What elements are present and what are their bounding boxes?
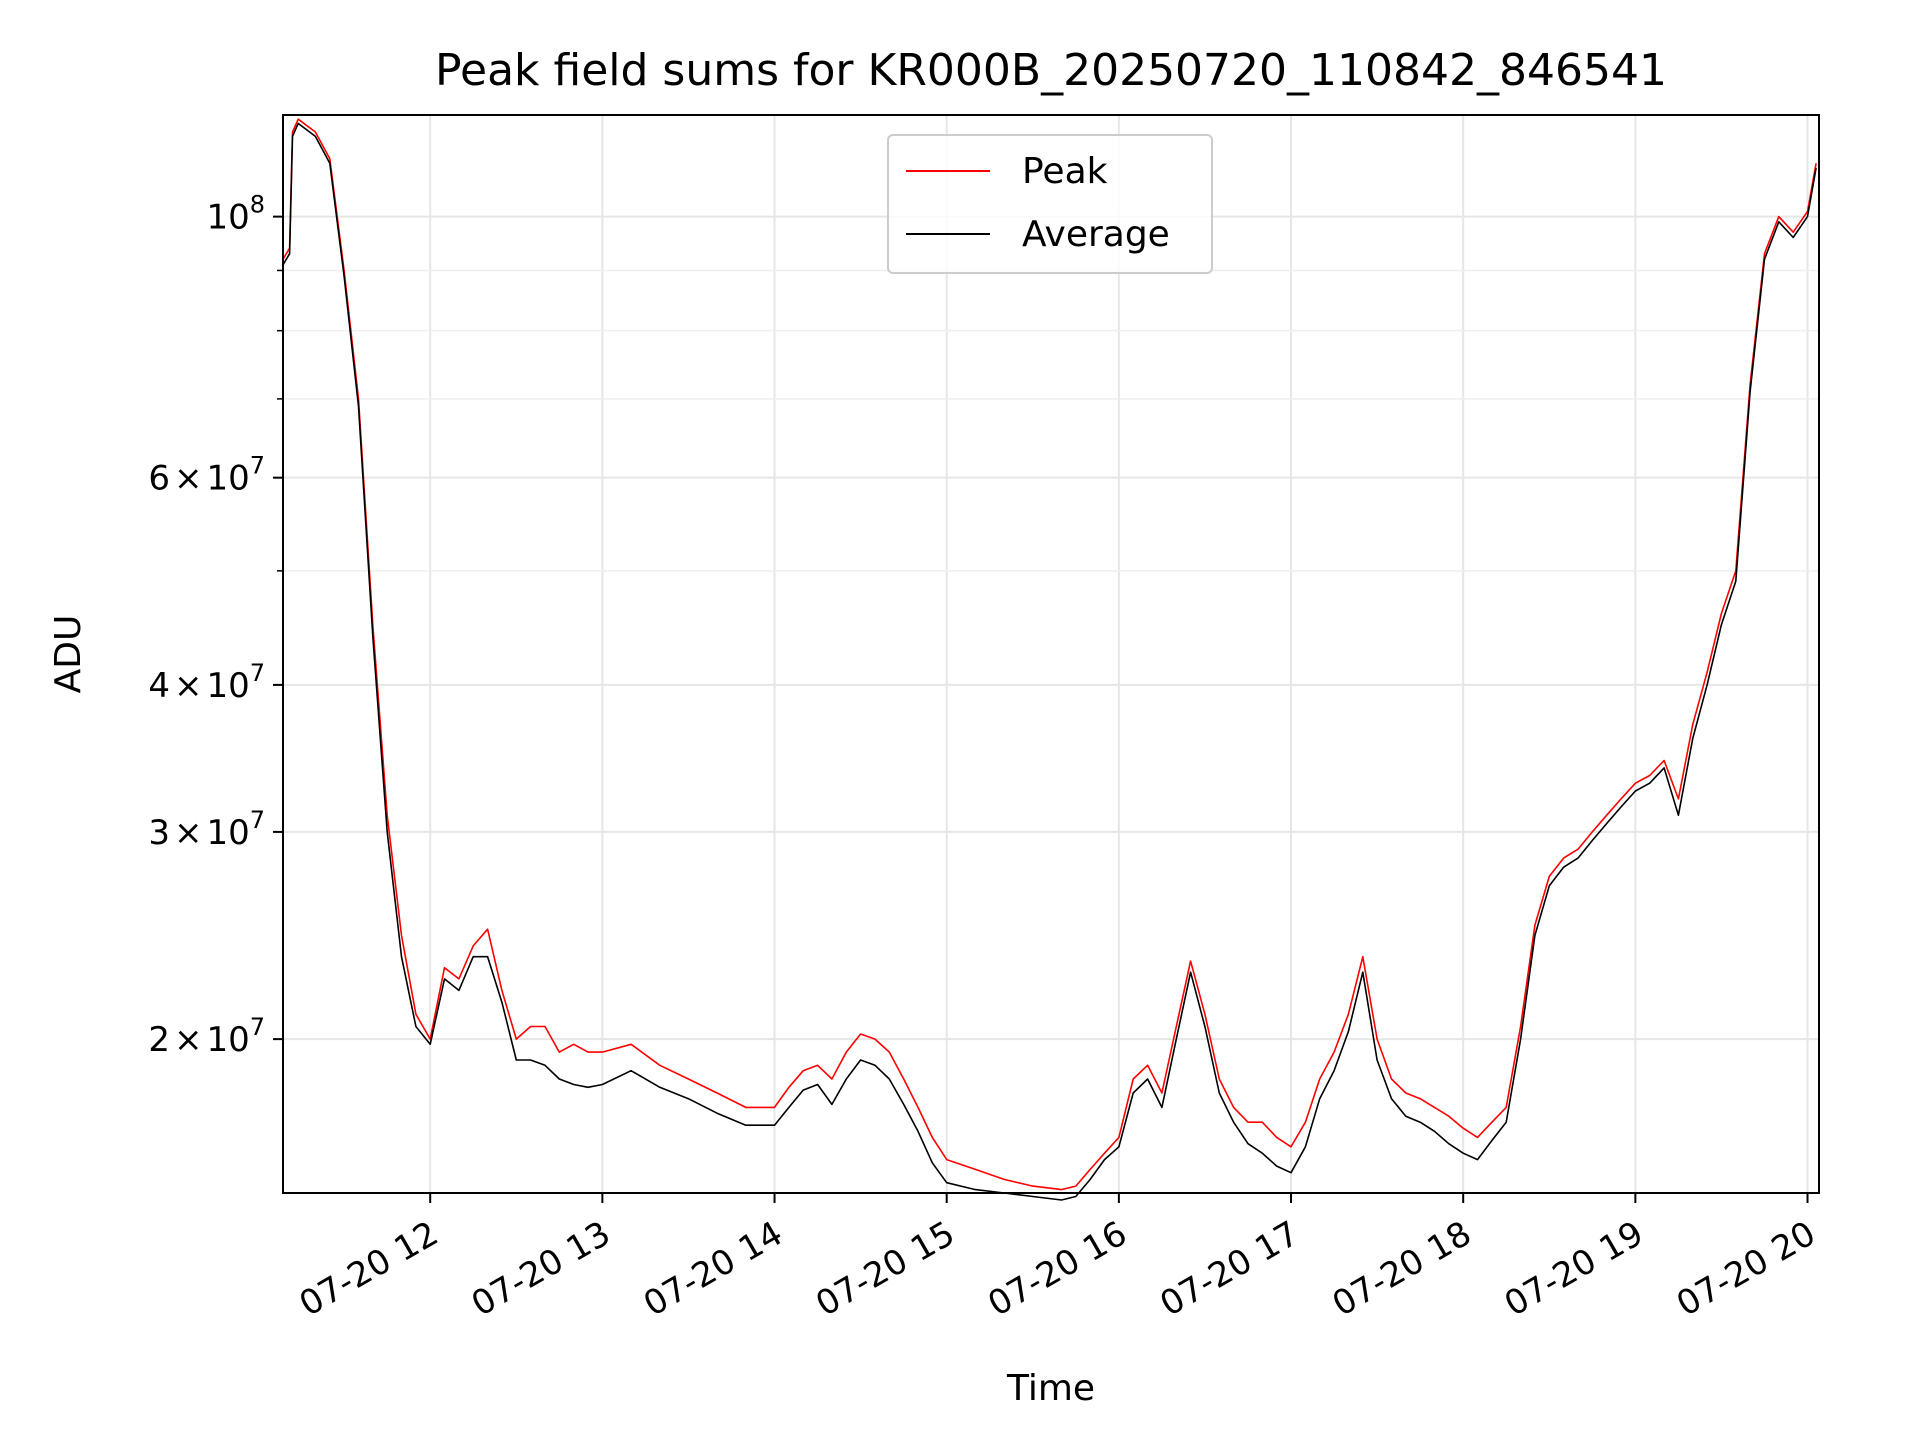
x-axis-label: Time	[1006, 1368, 1095, 1409]
y-tick-exponent: 7	[250, 1013, 265, 1041]
series-line-peak	[282, 118, 1817, 1191]
legend-box	[887, 134, 1213, 274]
series-layer	[282, 118, 1817, 1201]
y-tick-exponent: 7	[250, 452, 265, 480]
y-tick-exponent: 7	[250, 659, 265, 687]
legend: Peak Average	[887, 134, 1213, 274]
plot-frame	[282, 114, 1820, 1194]
y-tick-mantissa: 3	[148, 813, 170, 853]
y-tick-mantissa: 2	[148, 1020, 170, 1060]
series-line-average	[282, 122, 1817, 1201]
y-tick-label: 2 × 107	[148, 1013, 265, 1060]
y-axis-label: ADU	[48, 615, 89, 694]
y-tick-exponent: 7	[250, 806, 265, 834]
y-tick-label: 108	[206, 191, 265, 238]
y-tick-mantissa: 6	[148, 459, 170, 499]
chart-title: Peak field sums for KR000B_20250720_1108…	[435, 45, 1667, 96]
y-tick-exponent: 8	[250, 191, 265, 219]
y-tick-label: 6 × 107	[148, 452, 265, 499]
y-tick-label: 3 × 107	[148, 806, 265, 853]
y-tick-mantissa: 4	[148, 666, 170, 706]
legend-label-peak: Peak	[1022, 151, 1108, 192]
y-tick-label: 4 × 107	[148, 659, 265, 706]
legend-label-average: Average	[1022, 214, 1170, 255]
